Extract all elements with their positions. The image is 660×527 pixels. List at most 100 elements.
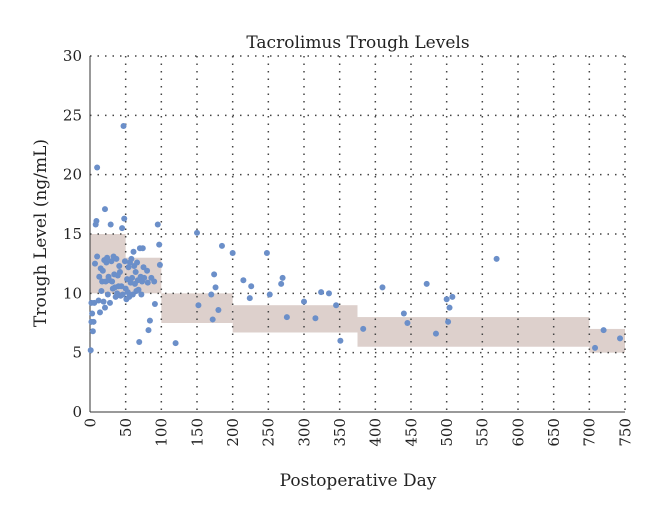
data-point [101, 304, 108, 311]
data-point [279, 274, 286, 281]
y-tick-label: 0 [72, 403, 82, 421]
x-tick-label: 150 [188, 418, 206, 447]
x-tick-label: 200 [224, 418, 242, 447]
target-bands [90, 234, 625, 353]
data-point [109, 278, 116, 285]
gridlines [90, 55, 626, 412]
data-point [443, 296, 450, 303]
data-point [318, 289, 325, 296]
data-points [87, 123, 624, 354]
data-point [130, 248, 137, 255]
data-point [600, 327, 607, 334]
data-point [156, 261, 163, 268]
x-tick-label: 50 [117, 418, 135, 437]
data-point [145, 327, 152, 334]
data-point [208, 291, 215, 298]
data-point [312, 315, 319, 322]
data-point [104, 291, 111, 298]
y-tick-label: 5 [72, 344, 82, 362]
data-point [212, 284, 219, 291]
data-point [89, 328, 96, 335]
x-tick-label: 300 [295, 418, 313, 447]
data-point [128, 255, 135, 262]
x-tick-label: 600 [509, 418, 527, 447]
data-point [400, 310, 407, 317]
data-point [94, 253, 101, 260]
data-point [98, 287, 105, 294]
y-axis-title: Trough Level (ng/mL) [31, 139, 51, 327]
data-point [248, 283, 255, 290]
axes [89, 56, 625, 413]
data-point [134, 259, 141, 266]
data-point [404, 320, 411, 326]
data-point [432, 330, 439, 337]
data-point [246, 295, 253, 302]
x-tick-label: 0 [81, 418, 99, 428]
data-point [379, 284, 386, 291]
data-point [215, 306, 222, 313]
y-tick-label: 10 [63, 284, 82, 302]
data-point [94, 164, 101, 171]
data-point [194, 229, 200, 236]
data-point [89, 310, 96, 317]
x-tick-label: 450 [402, 418, 420, 447]
x-tick-label: 650 [545, 418, 563, 447]
target-band-5 [357, 317, 590, 347]
x-tick-label: 700 [581, 418, 599, 447]
data-point [211, 271, 218, 278]
data-point [240, 277, 247, 284]
x-tick-label: 400 [367, 418, 385, 447]
data-point [138, 291, 145, 298]
data-point [91, 260, 98, 267]
data-point [325, 290, 332, 297]
data-point [100, 298, 107, 305]
data-point [106, 299, 113, 306]
data-point [493, 255, 500, 262]
data-point [96, 273, 103, 280]
data-point [103, 259, 110, 266]
data-point [301, 298, 307, 305]
data-point [337, 337, 344, 344]
data-point [151, 278, 158, 285]
data-point [125, 264, 132, 271]
data-point [592, 344, 599, 351]
data-point [87, 347, 94, 354]
data-point [119, 291, 126, 298]
data-point [156, 241, 163, 248]
data-point [263, 249, 270, 256]
data-point [151, 301, 158, 308]
data-point [446, 304, 453, 311]
data-point [113, 255, 120, 262]
data-point [141, 274, 148, 281]
data-point [129, 274, 136, 281]
data-point [135, 286, 142, 293]
data-point [95, 297, 102, 304]
chart-title: Tacrolimus Trough Levels [246, 33, 469, 53]
y-tick-label: 30 [63, 47, 82, 65]
x-tick-label: 500 [438, 418, 456, 447]
y-tick-label: 15 [63, 225, 82, 243]
data-point [124, 289, 131, 296]
data-point [449, 293, 456, 300]
data-point [136, 338, 143, 345]
data-point [172, 340, 179, 347]
data-point [116, 268, 123, 275]
target-band-6 [589, 328, 625, 353]
data-point [96, 309, 103, 316]
data-point [209, 316, 216, 323]
y-tick-label: 25 [63, 106, 82, 124]
data-point [266, 291, 273, 298]
data-point [121, 215, 128, 222]
target-band-4 [232, 305, 358, 333]
data-point [333, 302, 340, 309]
data-point [229, 249, 236, 256]
x-tick-label: 350 [331, 418, 349, 447]
data-point [146, 317, 153, 324]
data-point [144, 267, 151, 274]
data-point [116, 263, 123, 270]
data-point [617, 335, 624, 342]
data-point [423, 280, 430, 287]
x-tick-label: 100 [153, 418, 171, 447]
